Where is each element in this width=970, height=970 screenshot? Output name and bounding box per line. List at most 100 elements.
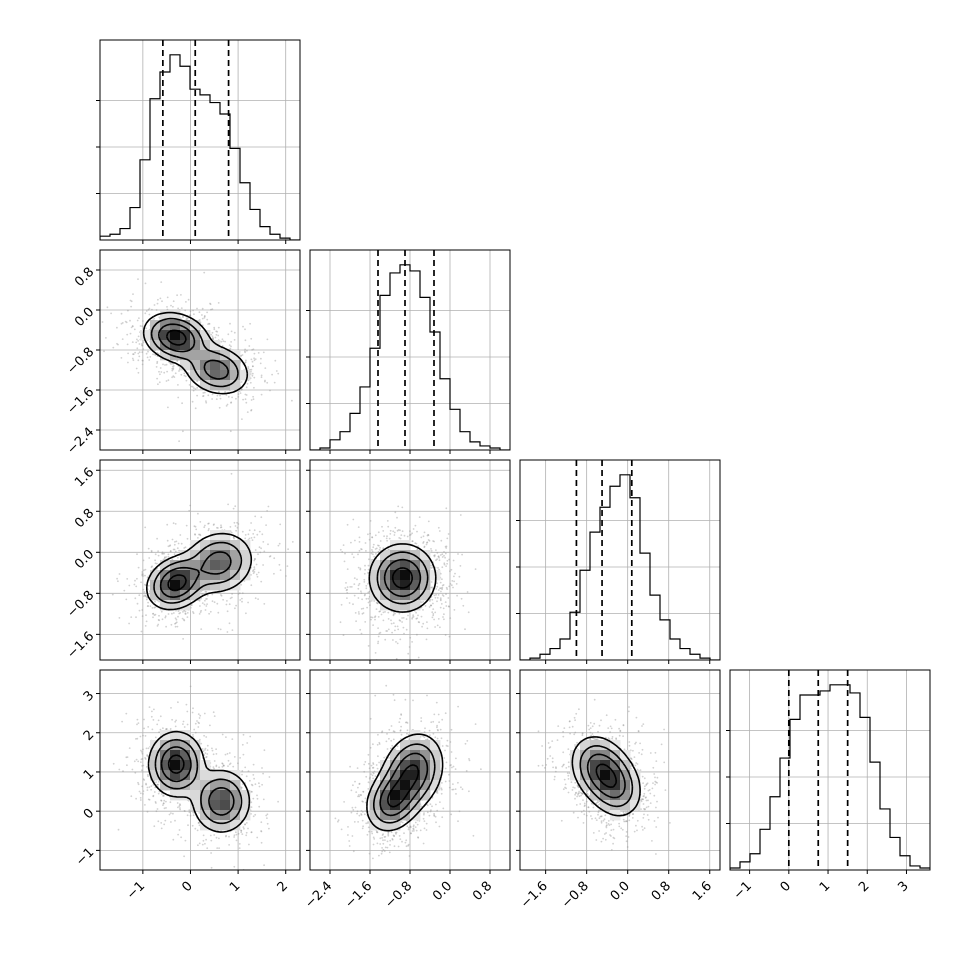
density-cell: [220, 790, 231, 801]
scatter-point: [217, 611, 220, 614]
scatter-point: [209, 610, 212, 613]
scatter-point: [172, 375, 175, 377]
scatter-point: [394, 629, 396, 632]
scatter-point: [188, 809, 191, 811]
hist-panel-1: [306, 249, 511, 454]
density-cell: [240, 370, 251, 381]
scatter-point: [227, 503, 230, 506]
scatter-point: [136, 737, 139, 740]
scatter-point: [346, 592, 349, 594]
scatter-point: [244, 361, 247, 363]
scatter-point: [148, 584, 150, 587]
scatter-point: [213, 767, 215, 770]
scatter-point: [342, 634, 345, 636]
scatter-point: [215, 764, 218, 767]
scatter-point: [133, 328, 136, 331]
scatter-point: [247, 827, 249, 830]
scatter-point: [444, 601, 447, 603]
scatter-point: [230, 401, 233, 404]
scatter-point: [222, 340, 225, 343]
scatter-point: [262, 541, 265, 543]
scatter-point: [172, 363, 174, 365]
scatter-point: [146, 596, 148, 599]
scatter-point: [391, 631, 393, 634]
scatter-point: [251, 374, 254, 377]
scatter-point: [265, 814, 268, 817]
scatter-point: [426, 541, 428, 544]
scatter-point: [433, 812, 435, 815]
scatter-point: [125, 712, 128, 715]
scatter-point: [361, 800, 364, 803]
scatter-point: [264, 379, 266, 382]
scatter-point: [404, 698, 407, 701]
tick-label-y: −0.8: [64, 588, 97, 621]
density-cell: [180, 320, 191, 331]
scatter-point: [198, 722, 201, 725]
scatter-point: [171, 376, 174, 379]
scatter-point: [143, 595, 145, 597]
scatter-point: [172, 612, 175, 614]
scatter-point: [432, 613, 435, 615]
density-cell: [240, 550, 251, 561]
scatter-point: [417, 621, 420, 623]
histogram-step-line: [310, 264, 510, 450]
scatter-point: [234, 505, 237, 508]
scatter-point: [142, 778, 145, 780]
scatter-point: [159, 373, 161, 376]
scatter-point: [152, 612, 155, 615]
scatter-point: [213, 760, 216, 762]
scatter-point: [240, 829, 243, 832]
scatter-point: [370, 600, 373, 602]
scatter-point: [369, 532, 371, 535]
scatter-point: [200, 742, 203, 745]
scatter-point: [274, 359, 277, 362]
scatter-point: [217, 334, 220, 337]
density-cell: [210, 360, 221, 371]
scatter-point: [230, 341, 233, 343]
density-cell: [240, 790, 251, 801]
scatter-point: [148, 706, 151, 708]
scatter-point: [203, 712, 206, 715]
density-cell: [150, 580, 161, 591]
scatter-point: [187, 298, 190, 301]
scatter-point: [232, 536, 235, 539]
scatter-point: [192, 612, 195, 615]
density-cell: [390, 570, 401, 581]
scatter-point: [239, 392, 242, 394]
scatter-point: [453, 580, 455, 583]
scatter-point: [426, 627, 429, 630]
scatter-point: [424, 727, 426, 730]
scatter-point: [357, 566, 360, 569]
scatter-point: [360, 548, 362, 550]
scatter-point: [122, 770, 124, 772]
scatter-point: [273, 381, 276, 384]
scatter-point: [148, 557, 151, 559]
density-cell: [420, 550, 431, 561]
scatter-point: [259, 551, 262, 554]
scatter-point: [202, 395, 204, 398]
scatter-point: [246, 742, 249, 744]
density-cell: [420, 570, 431, 581]
scatter-point: [430, 604, 432, 607]
scatter-point: [158, 619, 161, 622]
scatter-point: [139, 792, 142, 795]
scatter-point: [440, 539, 443, 542]
scatter-point: [237, 832, 240, 835]
scatter-point: [409, 533, 412, 536]
contour-level-3: [165, 329, 187, 346]
scatter-point: [436, 600, 438, 603]
density-cell: [180, 780, 191, 791]
scatter-point: [256, 533, 259, 536]
scatter-point: [131, 357, 134, 360]
scatter-point: [246, 411, 249, 413]
scatter-point: [346, 568, 349, 570]
density-cell: [180, 600, 191, 611]
scatter-point: [461, 553, 463, 556]
scatter-point: [179, 534, 182, 536]
scatter-point: [142, 793, 144, 795]
scatter-point: [244, 393, 247, 396]
scatter-point: [260, 357, 262, 360]
scatter-point: [177, 556, 179, 559]
scatter-point: [169, 550, 172, 553]
scatter-point: [343, 560, 346, 563]
